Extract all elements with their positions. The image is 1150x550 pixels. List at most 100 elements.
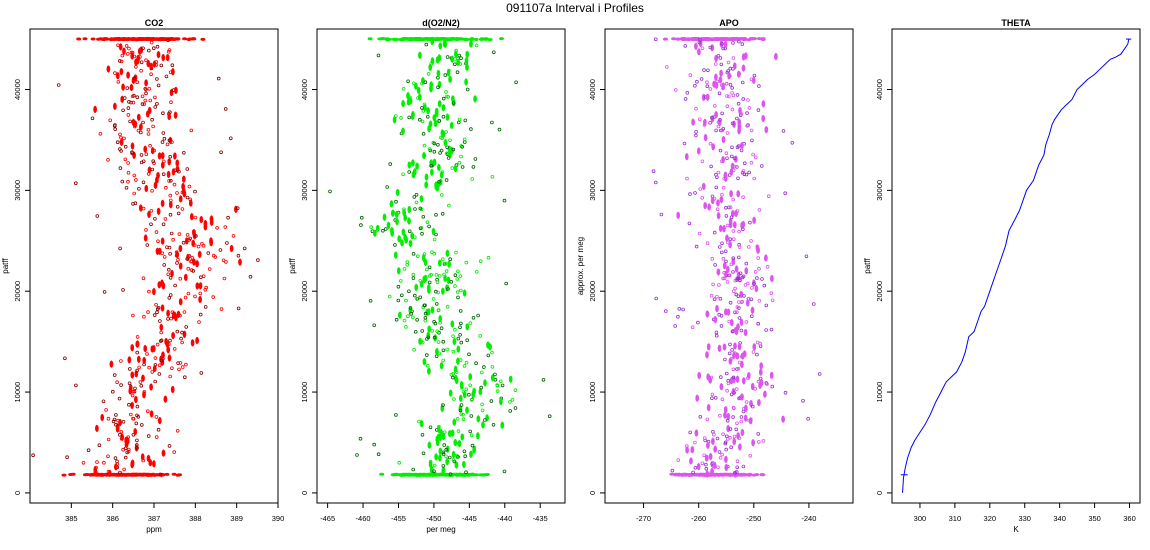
data-point	[180, 340, 184, 345]
data-point	[717, 450, 722, 454]
data-point	[706, 403, 711, 412]
data-point	[706, 68, 710, 73]
data-point	[122, 47, 126, 55]
data-point	[407, 170, 412, 174]
data-point	[445, 347, 449, 352]
data-point	[474, 361, 478, 366]
data-point	[688, 73, 693, 77]
data-point	[211, 253, 216, 258]
data-point	[465, 87, 470, 92]
data-point	[745, 124, 749, 128]
data-point	[178, 244, 183, 253]
data-point	[683, 97, 688, 101]
x-tick-label: -460	[356, 514, 371, 523]
data-point	[130, 151, 134, 156]
data-point	[710, 392, 715, 397]
y-tick-label: 10000	[875, 382, 884, 403]
data-point	[170, 385, 175, 394]
data-point	[427, 367, 431, 375]
data-point	[724, 455, 728, 464]
data-point	[732, 62, 737, 70]
data-point	[411, 272, 416, 277]
data-point	[696, 320, 700, 325]
data-point	[468, 383, 473, 388]
data-point	[750, 138, 754, 143]
data-point	[514, 80, 518, 85]
data-point	[160, 152, 165, 160]
data-point	[434, 453, 438, 461]
data-point	[697, 371, 702, 380]
data-point	[662, 37, 668, 41]
data-point	[218, 248, 223, 252]
data-point	[702, 436, 707, 441]
data-point	[172, 450, 177, 454]
data-point	[718, 128, 723, 133]
data-point	[676, 458, 681, 462]
data-point	[149, 410, 154, 418]
data-point	[438, 454, 442, 462]
data-point	[722, 176, 726, 181]
data-point	[698, 187, 703, 191]
data-point	[170, 140, 174, 144]
data-point	[478, 259, 483, 264]
data-point	[748, 453, 753, 458]
data-point	[133, 124, 137, 129]
data-point	[728, 241, 732, 249]
data-point	[715, 175, 719, 180]
data-point	[120, 95, 125, 103]
data-point	[739, 148, 744, 153]
panel-apo: APO -270 -260 -250 -240 0 10000 20000 30000 40000…	[576, 18, 854, 523]
data-point	[435, 56, 440, 64]
data-point	[111, 419, 116, 424]
data-point	[723, 40, 728, 49]
data-point	[146, 310, 150, 314]
data-point	[730, 86, 734, 90]
data-point	[758, 341, 762, 346]
data-point	[736, 176, 740, 181]
y-tick-label: 40000	[588, 79, 597, 100]
data-point	[415, 162, 419, 170]
data-point	[144, 228, 148, 232]
data-point	[86, 448, 91, 453]
data-point	[181, 240, 186, 245]
data-point	[749, 128, 754, 133]
data-point	[144, 184, 149, 193]
data-point	[119, 473, 125, 477]
data-point	[705, 80, 709, 84]
data-point	[765, 382, 769, 386]
data-point	[481, 473, 487, 477]
data-point	[133, 386, 137, 391]
data-point	[409, 37, 415, 41]
data-point	[191, 37, 197, 41]
data-point	[706, 343, 711, 351]
data-point	[425, 220, 430, 225]
data-point	[750, 306, 755, 314]
data-point	[128, 387, 133, 395]
data-point	[480, 402, 484, 407]
data-point	[456, 269, 460, 274]
y-tick-label: 0	[13, 491, 22, 495]
data-point	[766, 194, 771, 199]
data-point	[166, 38, 170, 42]
data-point	[685, 176, 689, 181]
data-point	[427, 147, 432, 151]
data-point	[720, 111, 724, 116]
data-point	[731, 270, 735, 274]
data-point	[106, 437, 111, 442]
data-point	[738, 271, 743, 276]
data-point	[165, 53, 170, 62]
data-point	[437, 180, 441, 184]
data-point	[400, 37, 406, 41]
data-point	[740, 142, 744, 150]
data-point	[385, 185, 390, 189]
data-point	[132, 173, 137, 178]
data-point	[419, 420, 424, 428]
data-point	[404, 325, 408, 329]
data-point	[435, 347, 439, 356]
data-point	[739, 290, 744, 299]
data-point	[70, 472, 76, 476]
data-point	[676, 211, 681, 219]
data-point	[118, 43, 123, 51]
data-point	[685, 90, 690, 95]
data-point	[653, 37, 658, 42]
